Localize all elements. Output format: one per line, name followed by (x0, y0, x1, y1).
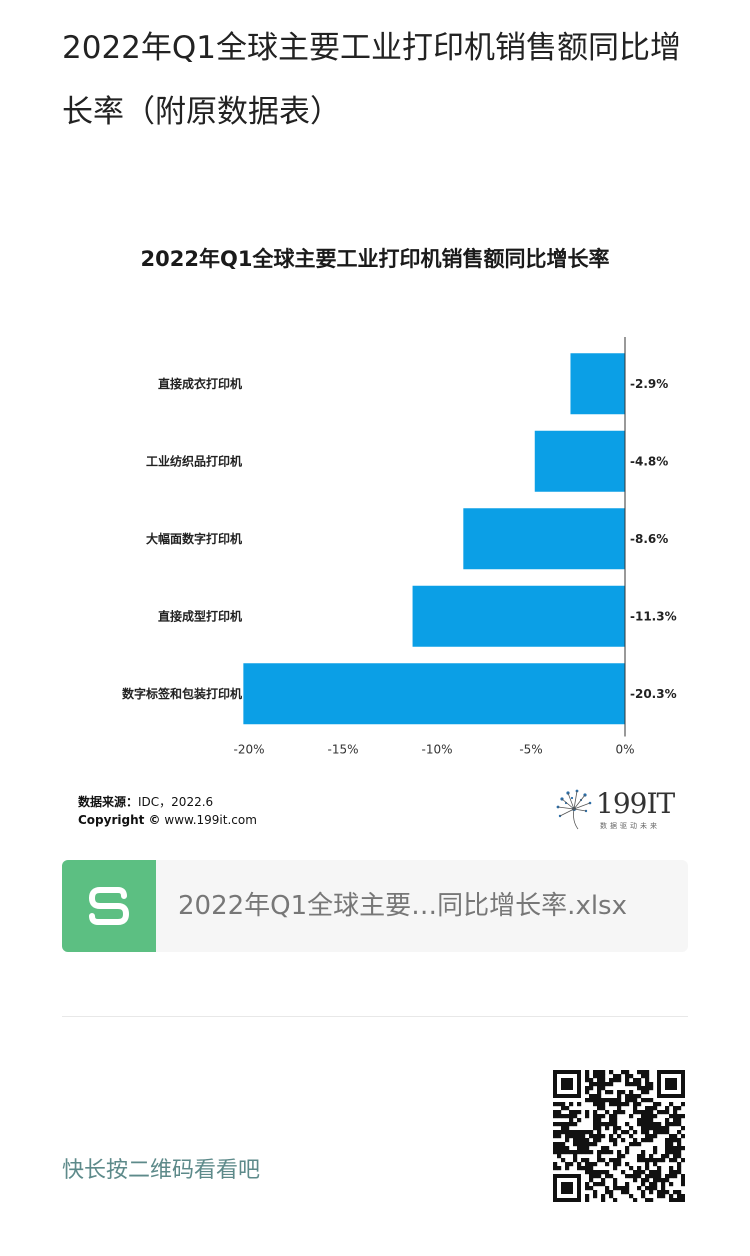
bar (570, 353, 625, 415)
category-label: 直接成型打印机 (158, 608, 242, 623)
category-label: 直接成衣打印机 (158, 376, 242, 391)
copyright: Copyright © www.199it.com (78, 813, 257, 827)
category-label: 数字标签和包装打印机 (122, 686, 242, 701)
logo-subtitle: 数据驱动未来 (600, 822, 660, 830)
x-tick-label: -10% (421, 743, 452, 757)
qr-code-icon[interactable] (553, 1070, 685, 1202)
chart-card: 直接成衣打印机 -2.9% 工业纺织品打印机 -4.8% 大幅面数字打印机 -8.6% 直接… (62, 225, 688, 845)
data-source-label: 数据来源： (78, 795, 139, 809)
data-label: -2.9% (630, 377, 668, 391)
x-tick-label: -15% (327, 743, 358, 757)
category-label: 工业纺织品打印机 (146, 453, 242, 468)
bar (243, 663, 626, 725)
category-label: 大幅面数字打印机 (146, 531, 242, 546)
x-tick-label: 0% (615, 743, 634, 757)
bar (463, 508, 625, 570)
bar (412, 585, 625, 647)
divider (62, 1016, 688, 1017)
copyright-value: www.199it.com (164, 813, 257, 827)
bar-chart: 直接成衣打印机 -2.9% 工业纺织品打印机 -4.8% 大幅面数字打印机 -8.6% 直接… (122, 337, 677, 757)
file-name: 2022年Q1全球主要…同比增长率.xlsx (178, 891, 627, 921)
x-tick-label: -5% (519, 743, 542, 757)
spreadsheet-s-icon (62, 860, 156, 952)
logo-text: 199IT (596, 787, 675, 820)
dandelion-icon (556, 789, 592, 830)
brand-logo: 199IT 数据驱动未来 (552, 785, 682, 835)
data-label: -4.8% (630, 454, 668, 468)
data-label: -11.3% (630, 609, 677, 623)
qr-hint-text: 快长按二维码看看吧 (62, 1158, 261, 1183)
bar (534, 430, 625, 492)
data-source: 数据来源：IDC，2022.6 (78, 793, 213, 810)
attachment-file-card[interactable]: 2022年Q1全球主要…同比增长率.xlsx (62, 860, 688, 952)
x-tick-label: -20% (233, 743, 264, 757)
data-source-value: IDC，2022.6 (138, 795, 214, 809)
data-label: -20.3% (630, 687, 677, 701)
chart-title: 2022年Q1全球主要工业打印机销售额同比增长率 (140, 247, 610, 271)
data-label: -8.6% (630, 532, 668, 546)
copyright-label: Copyright © (78, 813, 161, 827)
article-title: 2022年Q1全球主要工业打印机销售额同比增长率（附原数据表） (62, 30, 682, 130)
